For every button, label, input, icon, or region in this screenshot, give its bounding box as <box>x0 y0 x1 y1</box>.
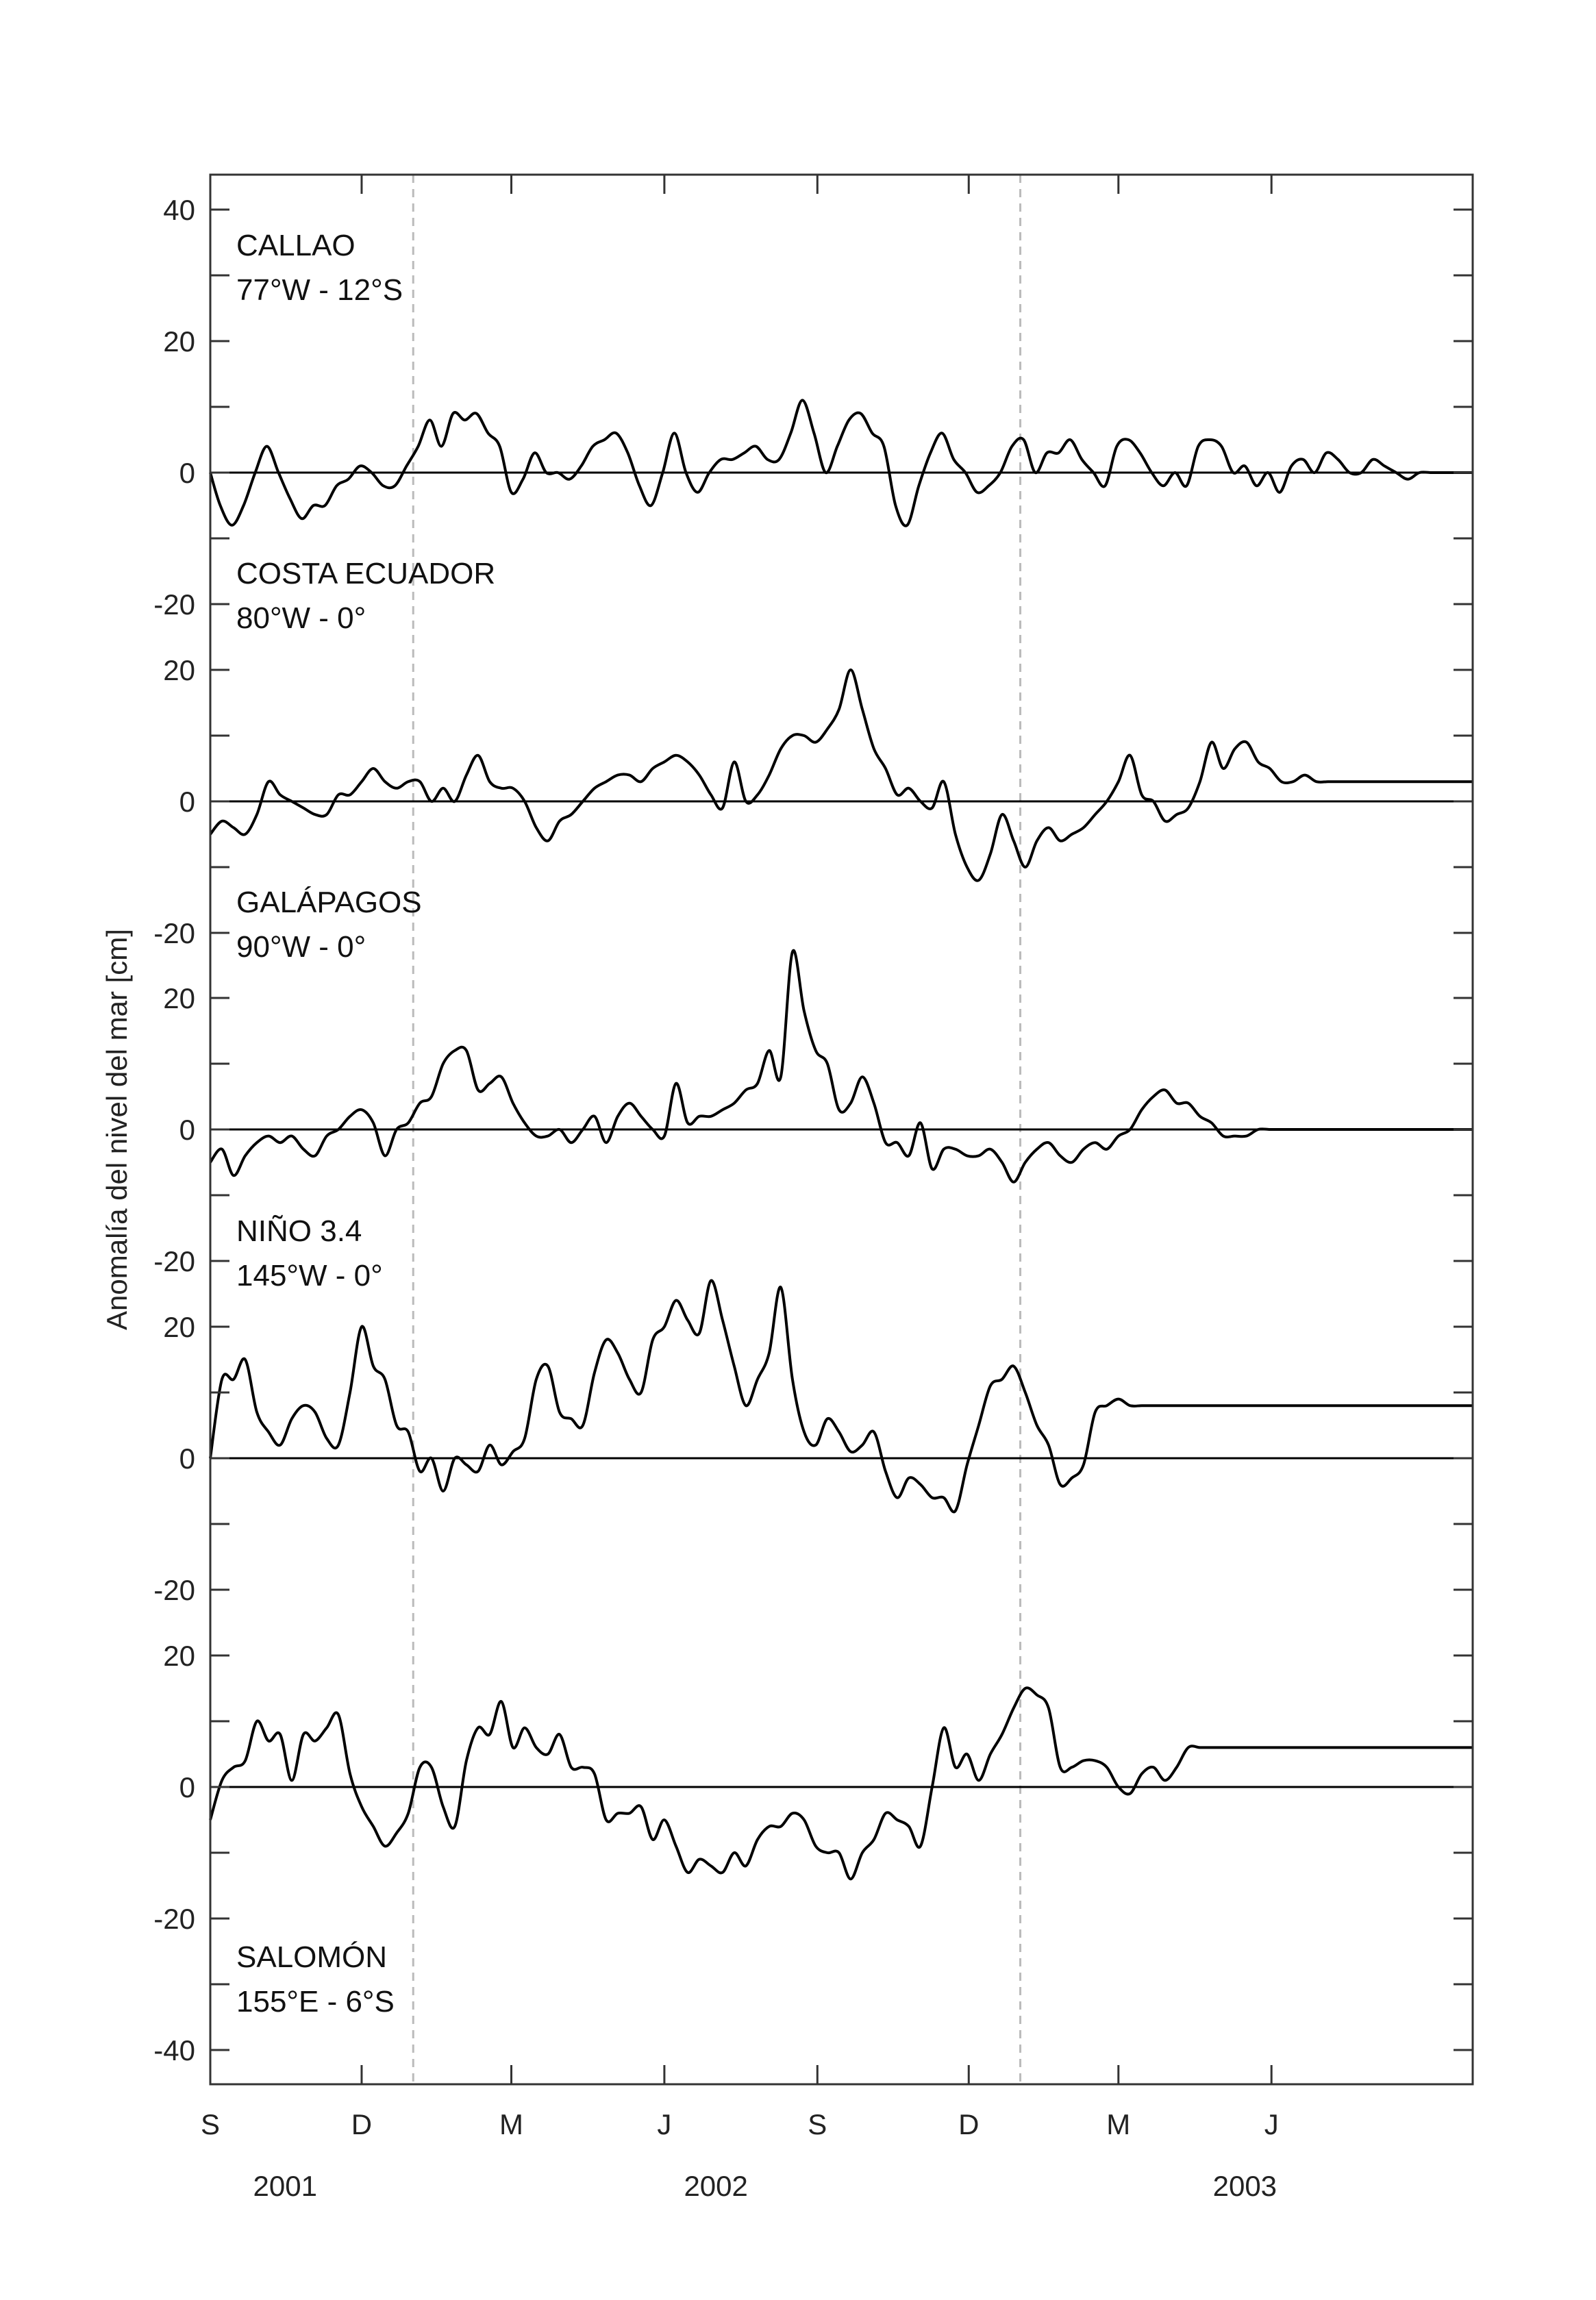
panel-coords: 77°W - 12°S <box>236 273 403 307</box>
y-tick-labels: 40 20 0 -20 20 0 -20 20 0 -20 20 0 -20 20 0 -20 -40 <box>153 194 195 2066</box>
panel-labels: CALLAO 77°W - 12°S COSTA ECUADOR 80°W - 0° G… <box>236 229 495 2018</box>
x-tick-label: S <box>808 2108 827 2140</box>
y-tick-label: 0 <box>179 786 195 818</box>
y-tick-label: 20 <box>163 325 195 358</box>
panel-coords: 80°W - 0° <box>236 601 366 635</box>
y-tick-label: 0 <box>179 1442 195 1475</box>
x-tick-label: S <box>201 2108 220 2140</box>
y-tick-label: -20 <box>153 1574 195 1606</box>
series-lines <box>209 399 1473 1881</box>
y-tick-label: 40 <box>163 194 195 226</box>
year-labels: 2001 2002 2003 <box>253 2170 1277 2202</box>
series-line-2 <box>209 949 1473 1184</box>
series-line-4 <box>209 1686 1473 1881</box>
y-tick-label: 20 <box>163 982 195 1014</box>
panel-name: SALOMÓN <box>236 1940 387 1974</box>
panel-name: COSTA ECUADOR <box>236 557 495 590</box>
panel-name: CALLAO <box>236 229 356 262</box>
panel-name: GALÁPAGOS <box>236 886 422 919</box>
y-tick-label: 0 <box>179 1114 195 1146</box>
year-label: 2002 <box>684 2170 747 2202</box>
y-tick-label: -20 <box>153 917 195 949</box>
y-tick-label: -20 <box>153 1245 195 1277</box>
y-axis-title: Anomalía del nivel del mar [cm] <box>101 929 133 1330</box>
y-tick-label: -20 <box>153 588 195 621</box>
panel-coords: 155°E - 6°S <box>236 1985 395 2018</box>
y-tick-label: 20 <box>163 654 195 686</box>
panel-coords: 90°W - 0° <box>236 930 366 964</box>
x-tick-label: J <box>657 2108 671 2140</box>
year-label: 2003 <box>1213 2170 1277 2202</box>
series-line-0 <box>209 399 1473 527</box>
y-tick-label: -20 <box>153 1903 195 1935</box>
panel-coords: 145°W - 0° <box>236 1259 383 1292</box>
series-line-3 <box>209 1279 1473 1514</box>
y-tick-label: -40 <box>153 2034 195 2066</box>
x-tick-label: D <box>958 2108 979 2140</box>
y-tick-label: 0 <box>179 1771 195 1803</box>
y-tick-label: 20 <box>163 1311 195 1343</box>
panel-name: NIÑO 3.4 <box>236 1214 362 1248</box>
x-tick-label: J <box>1264 2108 1279 2140</box>
y-tick-label: 0 <box>179 457 195 489</box>
series-line-1 <box>209 668 1473 882</box>
x-tick-label: D <box>351 2108 372 2140</box>
year-label: 2001 <box>253 2170 317 2202</box>
x-tick-label: M <box>1106 2108 1130 2140</box>
x-tick-label: M <box>499 2108 523 2140</box>
y-tick-label: 20 <box>163 1640 195 1672</box>
axis-ticks <box>209 175 1473 2084</box>
